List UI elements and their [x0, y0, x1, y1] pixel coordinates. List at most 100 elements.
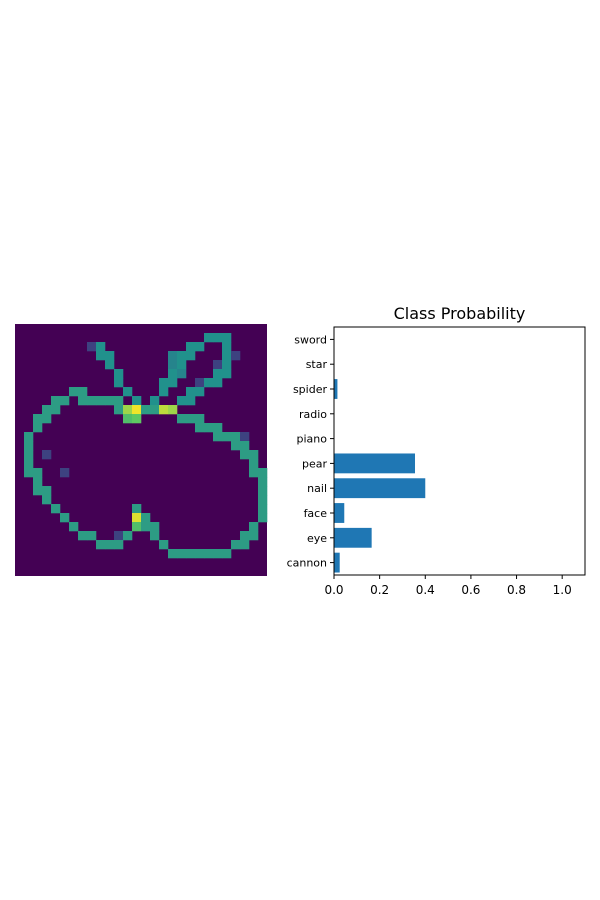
sketch-pixel	[96, 342, 106, 352]
bar-cannon	[334, 552, 340, 573]
sketch-pixel	[240, 432, 250, 442]
sketch-pixel	[42, 405, 52, 415]
sketch-pixel	[105, 360, 115, 370]
sketch-pixel	[240, 441, 250, 451]
sketch-pixel	[33, 477, 43, 487]
sketch-pixel	[78, 387, 88, 397]
sketch-pixel	[231, 441, 241, 451]
sketch-pixel	[60, 513, 70, 523]
sketch-pixel	[177, 369, 187, 379]
sketch-pixel	[123, 414, 133, 424]
sketch-pixel	[222, 549, 232, 559]
sketch-pixel	[60, 396, 70, 406]
sketch-pixel	[222, 369, 232, 379]
sketch-pixel	[222, 360, 232, 370]
x-axis-ticks: 0.0 0.2 0.4 0.6 0.8 1.0	[324, 575, 572, 597]
sketch-pixel	[141, 513, 151, 523]
sketch-pixel	[105, 351, 115, 361]
bar-face	[334, 503, 345, 523]
bar-spider	[334, 379, 338, 399]
sketch-pixel	[195, 549, 205, 559]
sketch-pixel	[123, 387, 133, 397]
sketch-pixel	[132, 414, 142, 424]
sketch-pixel	[195, 414, 205, 424]
sketch-pixel	[168, 351, 178, 361]
sketch-pixel	[123, 405, 133, 415]
x-tick-label-5: 1.0	[553, 583, 572, 597]
sketch-pixel	[168, 369, 178, 379]
y-tick-label-pear: pear	[302, 457, 327, 470]
sketch-pixel	[231, 540, 241, 550]
sketch-pixel	[159, 540, 169, 550]
sketch-pixel	[24, 441, 34, 451]
sketch-pixel	[240, 450, 250, 460]
sketch-image-panel	[15, 324, 268, 576]
sketch-pixel	[159, 405, 169, 415]
sketch-pixel	[222, 342, 232, 352]
sketch-pixel	[24, 468, 34, 478]
sketch-pixel	[231, 351, 241, 361]
sketch-pixel	[249, 450, 259, 460]
sketch-pixel	[132, 522, 142, 532]
sketch-pixel	[186, 351, 196, 361]
sketch-pixel	[24, 432, 34, 442]
sketch-pixel	[177, 414, 187, 424]
sketch-pixel	[177, 351, 187, 361]
sketch-pixel	[132, 513, 142, 523]
x-tick-label-0: 0.0	[324, 583, 343, 597]
sketch-pixel	[33, 486, 43, 496]
sketch-pixel	[213, 360, 223, 370]
sketch-pixel	[24, 459, 34, 469]
sketch-pixel	[249, 522, 259, 532]
sketch-pixel	[177, 396, 187, 406]
sketch-pixel	[42, 450, 52, 460]
sketch-pixel	[42, 486, 52, 496]
sketch-pixel	[60, 468, 70, 478]
sketch-pixel	[33, 414, 43, 424]
sketch-pixel	[114, 540, 124, 550]
sketch-pixel	[51, 405, 61, 415]
y-tick-label-nail: nail	[307, 482, 327, 495]
x-tick-label-3: 0.6	[461, 583, 480, 597]
sketch-pixel	[213, 378, 223, 388]
sketch-pixel	[168, 549, 178, 559]
sketch-pixel	[213, 369, 223, 379]
y-tick-label-face: face	[304, 507, 328, 520]
sketch-pixel	[24, 450, 34, 460]
sketch-pixel	[114, 369, 124, 379]
sketch-pixel	[51, 504, 61, 514]
y-tick-label-spider: spider	[293, 383, 328, 396]
y-axis-ticks: cannon eye face nail pear piano radio spider sta…	[287, 333, 334, 570]
chart-title: Class Probability	[394, 304, 526, 323]
sketch-pixel	[186, 396, 196, 406]
sketch-pixel	[195, 378, 205, 388]
sketch-pixel	[159, 378, 169, 388]
sketch-pixel	[51, 396, 61, 406]
sketch-pixel	[204, 423, 214, 433]
sketch-pixel	[69, 522, 79, 532]
sketch-pixel	[33, 468, 43, 478]
x-tick-label-4: 0.8	[507, 583, 526, 597]
sketch-pixel	[222, 351, 232, 361]
sketch-pixel	[42, 414, 52, 424]
sketch-pixel	[159, 387, 169, 397]
sketch-pixel	[204, 333, 214, 343]
sketch-pixel	[150, 396, 160, 406]
sketch-pixel	[33, 423, 43, 433]
sketch-pixel	[96, 396, 106, 406]
x-tick-label-1: 0.2	[370, 583, 389, 597]
sketch-pixel	[240, 531, 250, 541]
class-probability-chart: Class Probability cannon eye face nail pear p…	[287, 304, 586, 597]
sketch-pixel	[195, 342, 205, 352]
sketch-pixel	[213, 423, 223, 433]
sketch-pixel	[186, 387, 196, 397]
sketch-pixel	[105, 396, 115, 406]
y-tick-label-cannon: cannon	[287, 557, 327, 570]
sketch-pixel	[258, 513, 268, 523]
sketch-pixel	[177, 549, 187, 559]
sketch-pixel	[78, 396, 88, 406]
sketch-pixel	[204, 549, 214, 559]
bar-pear	[334, 453, 416, 474]
sketch-pixel	[168, 360, 178, 370]
